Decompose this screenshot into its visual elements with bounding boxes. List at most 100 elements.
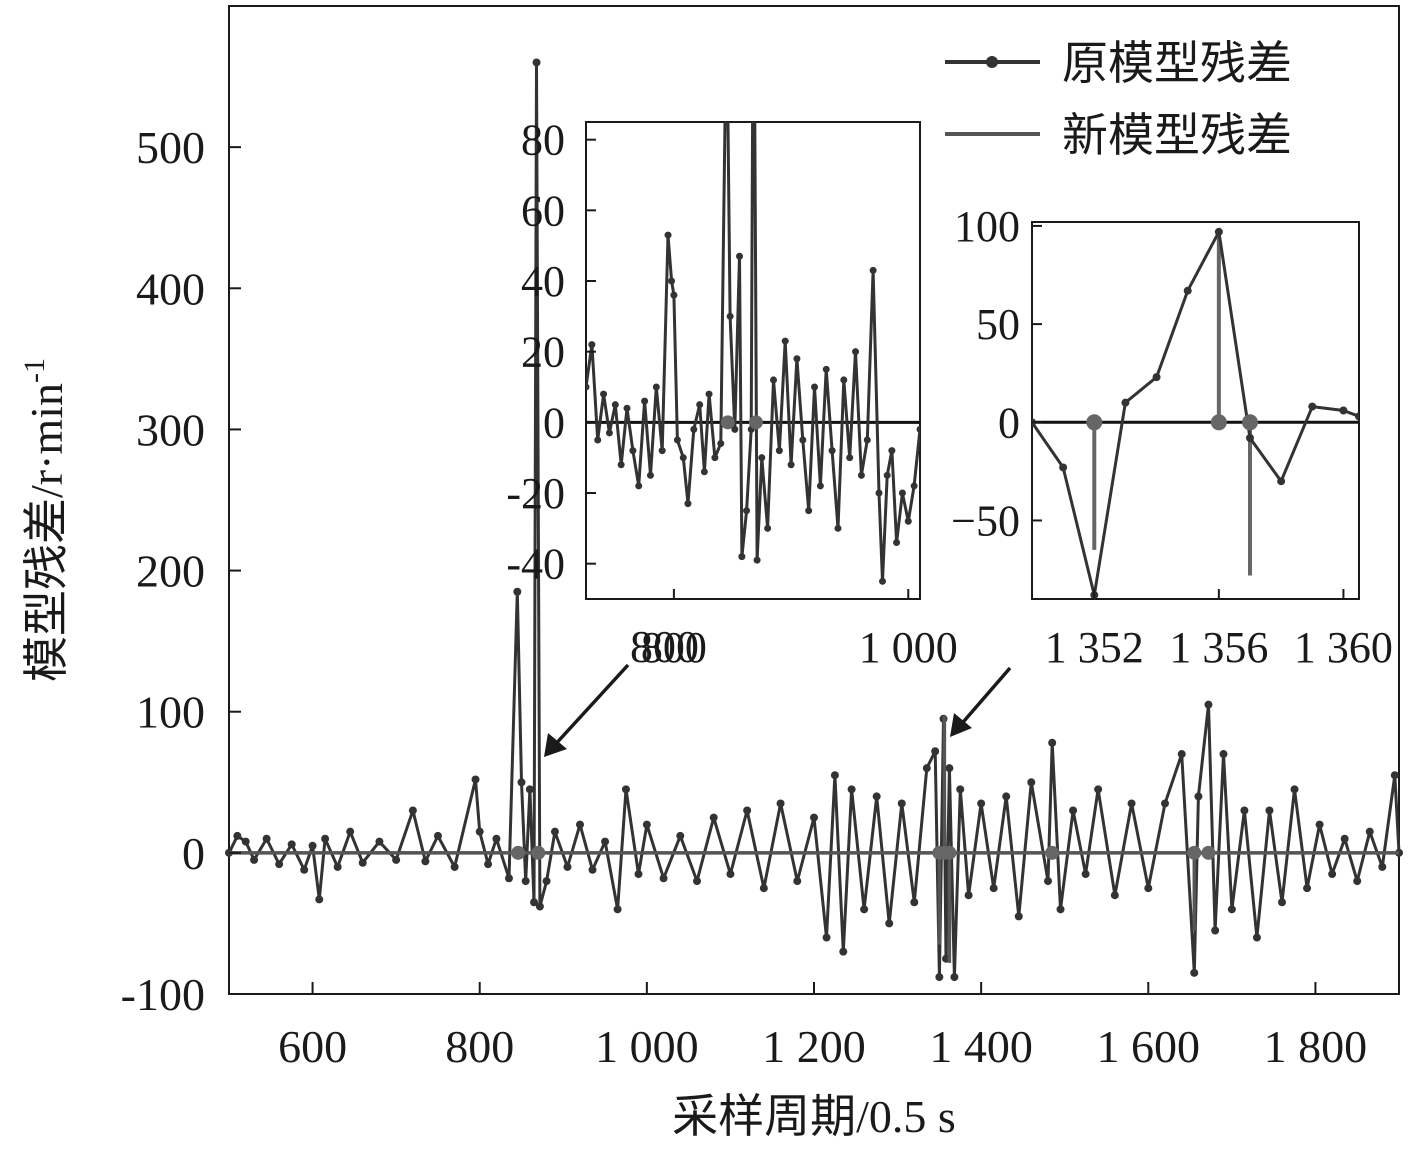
inset-left-original-point xyxy=(629,447,637,455)
series-original-point xyxy=(897,799,906,808)
series-original-point xyxy=(308,841,317,850)
series-new-point xyxy=(1045,845,1060,860)
series-original-point xyxy=(885,919,894,928)
series-original-point xyxy=(910,898,919,907)
main-x-tick-label: 1 000 xyxy=(595,1021,699,1072)
series-new-point xyxy=(942,845,957,860)
series-original-point xyxy=(450,862,459,871)
series-original-point xyxy=(513,587,522,596)
series-original-point xyxy=(421,857,430,866)
series-original-point xyxy=(408,806,417,815)
inset-left-original-point xyxy=(723,0,730,2)
inset-left-original-point xyxy=(869,266,877,274)
series-original-point xyxy=(1303,884,1312,893)
main-y-tick-label: 300 xyxy=(136,404,205,455)
legend-marker-original xyxy=(986,56,998,68)
series-original-point xyxy=(839,947,848,956)
inset-right-y-tick-label: 100 xyxy=(954,202,1020,251)
arrowhead-1352 xyxy=(950,713,972,737)
inset-left-original-point xyxy=(916,425,920,433)
series-original-point xyxy=(532,58,541,67)
series-original-point xyxy=(1094,785,1103,794)
series-original-point xyxy=(492,834,501,843)
series-original-point xyxy=(550,827,559,836)
series-original-point xyxy=(275,860,284,869)
inset-right-plot xyxy=(1032,227,1359,599)
inset-left-original-point xyxy=(878,577,886,585)
inset-left-y-tick-label: 0 xyxy=(543,398,565,447)
inset-left-x-tick-label: 1 000 xyxy=(859,623,958,672)
series-original-point xyxy=(693,877,701,886)
series-original-point xyxy=(484,860,493,869)
series-original-point xyxy=(935,973,944,982)
series-original-point xyxy=(964,891,973,900)
inset-right-x-tick-label: 1 356 xyxy=(1169,623,1268,672)
inset-left-original-point xyxy=(743,507,751,515)
series-original-point xyxy=(1069,806,1078,815)
inset-left-original-point xyxy=(828,447,836,455)
series-original-point xyxy=(1240,806,1249,815)
inset-left-original-line xyxy=(586,122,920,582)
series-original-point xyxy=(950,973,959,982)
series-original-point xyxy=(945,764,954,773)
inset-left-original-point xyxy=(700,468,708,476)
inset-left-original-point xyxy=(611,401,619,409)
series-original-point xyxy=(613,905,622,914)
series-original-point xyxy=(287,840,296,849)
inset-left-original-point xyxy=(770,376,778,384)
inset-left-original-point xyxy=(605,429,613,437)
inset-left-original-point xyxy=(679,454,687,462)
series-original-point xyxy=(241,837,250,846)
series-original-point xyxy=(922,764,931,773)
series-original-point xyxy=(521,877,530,886)
inset-left-y-tick-label: 60 xyxy=(521,186,565,235)
inset-left-original-point xyxy=(617,461,625,469)
inset-left-plot xyxy=(586,0,920,585)
inset-left-original-point xyxy=(690,425,698,433)
series-original-point xyxy=(333,862,342,871)
series-original-point xyxy=(1378,862,1387,871)
series-new-point xyxy=(531,845,546,860)
main-x-tick-label: 600 xyxy=(278,1021,347,1072)
series-original-point xyxy=(989,884,998,893)
inset-right-x-tick-label: 1 360 xyxy=(1294,623,1393,672)
inset-left-original-point xyxy=(668,277,676,285)
series-original-point xyxy=(535,902,544,911)
inset-left-original-point xyxy=(684,500,692,508)
series-original-point xyxy=(1390,771,1399,780)
inset-right-new-point xyxy=(1242,414,1258,431)
inset-left-original-point xyxy=(664,231,672,239)
inset-left-original-point xyxy=(641,397,649,405)
main-y-tick-label: 500 xyxy=(136,122,205,173)
inset-left-original-point xyxy=(846,454,854,462)
inset-left-original-point xyxy=(726,312,734,320)
inset-right-original-point xyxy=(1355,412,1359,421)
series-original-point xyxy=(977,799,986,808)
series-original-point xyxy=(931,747,940,756)
series-original-point xyxy=(321,834,330,843)
series-original-point xyxy=(576,820,584,829)
main-x-tick-label: 1 400 xyxy=(929,1021,1033,1072)
inset-left-original-point xyxy=(705,390,713,398)
series-original-point xyxy=(1127,799,1136,808)
inset-left-y-tick-label: 20 xyxy=(521,328,565,377)
inset-left-original-point xyxy=(893,538,901,546)
main-y-tick-label: -100 xyxy=(121,969,205,1020)
series-original-point xyxy=(517,778,526,787)
inset-right-original-point xyxy=(1121,398,1130,407)
inset-right: 1 352 1 356 1 360 −50 0 50 100 xyxy=(951,202,1393,672)
series-original-point xyxy=(1278,898,1286,907)
main-axes: 600 800 1 000 1 200 1 400 1 600 1 800-10001002… xyxy=(121,122,1368,1072)
series-original-point xyxy=(358,858,367,867)
arrow-label-800: 800 xyxy=(630,621,699,672)
legend-label-new: 新模型残差 xyxy=(1062,110,1292,161)
y-axis-title-sup: -1 xyxy=(18,358,51,383)
series-new-point xyxy=(1187,845,1202,860)
series-original-point xyxy=(1027,778,1036,787)
y-axis-title: 模型残差/r·min-1 xyxy=(18,358,72,682)
inset-left-y-tick-label: -20 xyxy=(506,469,565,518)
series-original-point xyxy=(1081,870,1090,879)
inset-right-original-point xyxy=(1308,402,1317,411)
main-y-tick-label: 0 xyxy=(182,828,205,879)
inset-left-original-point xyxy=(875,489,883,497)
